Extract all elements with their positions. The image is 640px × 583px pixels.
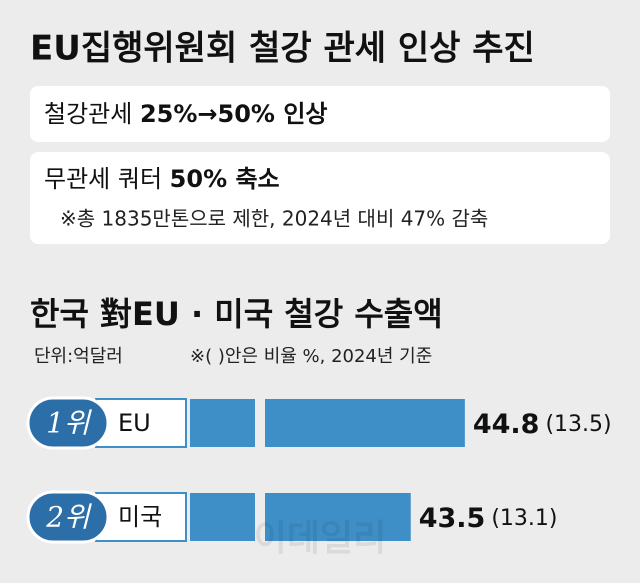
share: (13.1) (491, 506, 557, 531)
rank-badge (26, 396, 110, 450)
rank-badge (26, 490, 110, 544)
value: 43.5 (419, 503, 486, 534)
rank: 1위 (46, 407, 92, 440)
unit: 단위:억달러 (34, 346, 123, 367)
bar (190, 399, 465, 447)
bars: 1위 EU 44.8 (13.5) 2위 미국 43.5 (13.1) (26, 396, 612, 544)
info-highlight: 50% 축소 (170, 165, 280, 193)
category-label: EU (118, 409, 151, 437)
axis-break (255, 491, 265, 543)
category-label: 미국 (118, 503, 162, 531)
watermark: 이데일리 (254, 518, 386, 559)
bar (190, 493, 411, 541)
info-highlight: 25%→50% 인상 (140, 100, 328, 128)
chart-note: ※( )안은 비율 %, 2024년 기준 (190, 346, 432, 367)
rank: 2위 (45, 501, 92, 534)
label-box (95, 492, 187, 542)
info-text: 철강관세 25%→50% 인상 (44, 100, 327, 128)
info-text: 무관세 쿼터 50% 축소 (44, 165, 280, 193)
title: EU집행위원회 철강 관세 인상 추진 (30, 29, 535, 69)
info-label: 철강관세 (44, 100, 132, 128)
chart-title: 한국 對EU · 미국 철강 수출액 (30, 295, 443, 333)
info-label: 무관세 쿼터 (44, 165, 162, 193)
label-box (95, 398, 187, 448)
share: (13.5) (545, 412, 611, 437)
info-note: ※총 1835만톤으로 제한, 2024년 대비 47% 감축 (60, 207, 488, 231)
info-box (30, 152, 610, 244)
info-box (30, 86, 610, 142)
value-label: 44.8 (13.5) (473, 409, 612, 440)
value-label: 43.5 (13.1) (419, 503, 558, 534)
axis-break (255, 397, 265, 449)
value: 44.8 (473, 409, 540, 440)
